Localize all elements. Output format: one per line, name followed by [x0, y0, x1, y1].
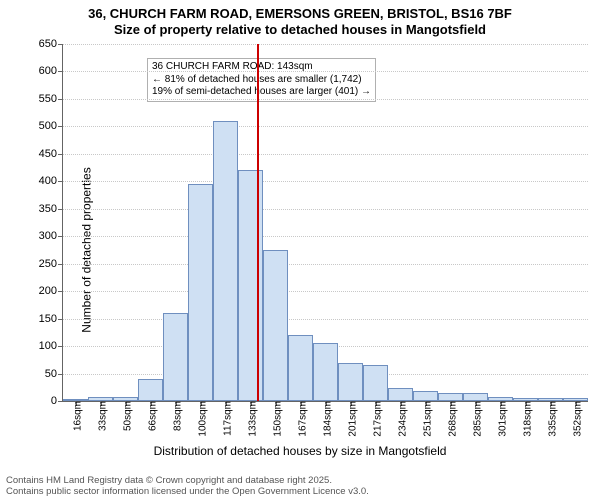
- footer: Contains HM Land Registry data © Crown c…: [6, 476, 369, 498]
- gridline: [63, 44, 588, 45]
- x-tick-label: 100sqm: [193, 401, 208, 437]
- y-tick-label: 350: [39, 203, 63, 215]
- y-tick-label: 250: [39, 258, 63, 270]
- x-tick-label: 201sqm: [343, 401, 358, 437]
- y-tick-label: 500: [39, 120, 63, 132]
- annotation-line-2: ← 81% of detached houses are smaller (1,…: [152, 74, 371, 87]
- histogram-bar: [288, 335, 313, 401]
- gridline: [63, 319, 588, 320]
- annotation-line-3: 19% of semi-detached houses are larger (…: [152, 86, 371, 99]
- histogram-bar: [338, 363, 363, 401]
- footer-line-2: Contains public sector information licen…: [6, 487, 369, 498]
- histogram-bar: [438, 393, 463, 401]
- x-tick-label: 352sqm: [568, 401, 583, 437]
- x-tick-label: 33sqm: [93, 401, 108, 431]
- histogram-bar: [413, 391, 438, 401]
- plot-area: 36 CHURCH FARM ROAD: 143sqm ← 81% of det…: [62, 44, 588, 402]
- x-tick-label: 184sqm: [318, 401, 333, 437]
- title-line-1: 36, CHURCH FARM ROAD, EMERSONS GREEN, BR…: [0, 6, 600, 22]
- gridline: [63, 291, 588, 292]
- x-tick-label: 217sqm: [368, 401, 383, 437]
- y-tick-label: 450: [39, 148, 63, 160]
- x-tick-label: 268sqm: [443, 401, 458, 437]
- histogram-bar: [463, 393, 488, 401]
- title-line-2: Size of property relative to detached ho…: [0, 22, 600, 38]
- x-tick-label: 50sqm: [118, 401, 133, 431]
- x-tick-label: 335sqm: [543, 401, 558, 437]
- y-tick-label: 200: [39, 285, 63, 297]
- x-tick-label: 301sqm: [493, 401, 508, 437]
- x-tick-label: 234sqm: [393, 401, 408, 437]
- histogram-bar: [363, 365, 388, 401]
- y-tick-label: 50: [45, 368, 63, 380]
- x-tick-label: 117sqm: [218, 401, 233, 436]
- x-tick-label: 251sqm: [418, 401, 433, 437]
- y-tick-label: 600: [39, 65, 63, 77]
- histogram-bar: [163, 313, 188, 401]
- chart-title-block: 36, CHURCH FARM ROAD, EMERSONS GREEN, BR…: [0, 0, 600, 39]
- gridline: [63, 154, 588, 155]
- histogram-bar: [263, 250, 288, 401]
- gridline: [63, 126, 588, 127]
- x-tick-label: 150sqm: [268, 401, 283, 437]
- chart-outer: Number of detached properties 36 CHURCH …: [0, 40, 600, 460]
- histogram-bar: [138, 379, 163, 401]
- y-tick-label: 300: [39, 230, 63, 242]
- y-tick-label: 100: [39, 340, 63, 352]
- x-tick-label: 285sqm: [468, 401, 483, 437]
- y-tick-label: 550: [39, 93, 63, 105]
- reference-line: [257, 44, 259, 401]
- x-tick-label: 16sqm: [68, 401, 83, 431]
- y-tick-label: 150: [39, 313, 63, 325]
- gridline: [63, 236, 588, 237]
- histogram-bar: [313, 343, 338, 401]
- histogram-bar: [238, 170, 263, 401]
- histogram-bar: [188, 184, 213, 401]
- y-tick-label: 400: [39, 175, 63, 187]
- x-tick-label: 83sqm: [168, 401, 183, 431]
- x-tick-label: 167sqm: [293, 401, 308, 437]
- histogram-bar: [388, 388, 413, 401]
- x-tick-label: 133sqm: [243, 401, 258, 437]
- annotation-box: 36 CHURCH FARM ROAD: 143sqm ← 81% of det…: [147, 58, 376, 102]
- gridline: [63, 99, 588, 100]
- gridline: [63, 209, 588, 210]
- gridline: [63, 264, 588, 265]
- x-tick-label: 66sqm: [143, 401, 158, 431]
- y-tick-label: 0: [51, 395, 63, 407]
- y-tick-label: 650: [39, 38, 63, 50]
- gridline: [63, 71, 588, 72]
- gridline: [63, 181, 588, 182]
- histogram-bar: [213, 121, 238, 401]
- x-axis-label: Distribution of detached houses by size …: [0, 444, 600, 458]
- x-tick-label: 318sqm: [518, 401, 533, 437]
